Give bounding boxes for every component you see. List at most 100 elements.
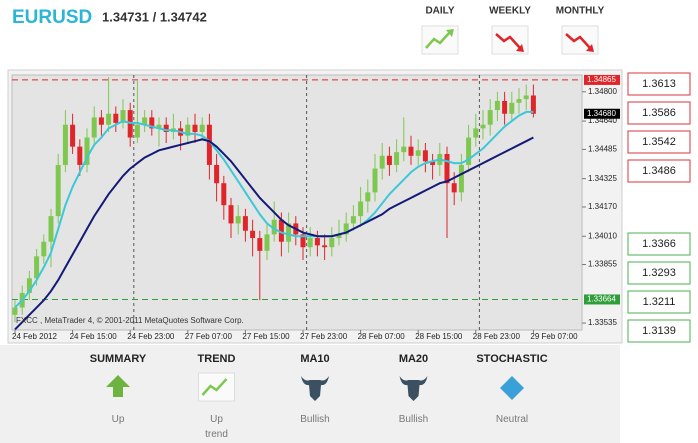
- indicator-status: Up trend: [205, 414, 228, 440]
- indicator-title: TREND: [198, 353, 236, 365]
- candle-body: [516, 99, 522, 103]
- candle-body: [523, 95, 529, 100]
- candle-body: [221, 183, 227, 206]
- indicator-status-word: trend: [205, 429, 228, 440]
- y-tick-label: 1.34800: [588, 87, 617, 96]
- candle-body: [84, 137, 90, 165]
- plot-area: [11, 74, 583, 331]
- candle-body: [70, 124, 76, 147]
- candle-body: [394, 152, 400, 165]
- candle-body: [509, 102, 515, 114]
- timeframe-label: MONTHLY: [556, 6, 605, 17]
- bull-icon: [399, 376, 428, 401]
- symbol: EURUSD: [12, 7, 92, 28]
- candle-body: [91, 117, 97, 138]
- x-tick-label: 24 Feb 23:00: [127, 332, 175, 341]
- candle-body: [62, 124, 68, 165]
- level-label: 1.33664: [587, 295, 616, 304]
- trend-line: [565, 33, 591, 49]
- level-label: 1.34680: [587, 109, 616, 118]
- candle-body: [271, 219, 277, 235]
- x-tick-label: 27 Feb 23:00: [300, 332, 348, 341]
- pivot-box: [627, 101, 691, 125]
- indicator-title: STOCHASTIC: [476, 353, 547, 365]
- candle-body: [41, 241, 47, 257]
- pivot-value: 1.3293: [642, 267, 676, 279]
- candle-body: [199, 124, 205, 133]
- pivot-box: [627, 319, 691, 343]
- indicator-status: Up: [112, 414, 125, 425]
- pivot-box: [627, 232, 691, 256]
- trend-arrowhead: [586, 44, 594, 52]
- candle-body: [329, 238, 335, 248]
- indicator-status-text: Up: [112, 414, 125, 425]
- indicator-status: Neutral: [496, 414, 528, 425]
- candle-body: [12, 307, 18, 315]
- candle-body: [120, 110, 126, 123]
- candle-body: [372, 168, 378, 193]
- pivot-box: [627, 159, 691, 183]
- candle-body: [480, 124, 486, 129]
- indicator-status-text: Bullish: [300, 414, 329, 425]
- candle-body: [473, 128, 479, 138]
- bull-icon: [301, 376, 329, 401]
- indicator-title: MA10: [300, 353, 329, 365]
- candle-body: [235, 216, 241, 224]
- x-tick-label: 24 Feb 2012: [12, 332, 57, 341]
- candle-body: [451, 183, 457, 193]
- candle-body: [113, 113, 119, 123]
- y-tick-label: 1.33535: [588, 318, 617, 327]
- pivot-box: [627, 130, 691, 154]
- candle-body: [314, 238, 320, 246]
- y-tick-label: 1.34485: [588, 145, 617, 154]
- candle-body: [307, 238, 313, 248]
- x-tick-label: 28 Feb 15:00: [415, 332, 463, 341]
- candle-body: [502, 100, 508, 114]
- timeframe-label: WEEKLY: [489, 6, 531, 17]
- candle-body: [322, 245, 328, 248]
- indicator-status-text: Bullish: [399, 414, 428, 425]
- y-tick-label: 1.34325: [588, 174, 617, 183]
- x-tick-label: 29 Feb 07:00: [530, 332, 578, 341]
- candle-body: [458, 164, 464, 193]
- indicator-status-word: Up: [210, 414, 223, 425]
- level-tag: [584, 108, 620, 119]
- y-tick-label: 1.33855: [588, 260, 617, 269]
- candle-body: [386, 155, 392, 165]
- neutral-icon: [500, 376, 524, 400]
- pivot-value: 1.3486: [642, 165, 676, 177]
- candle-body: [257, 238, 263, 251]
- candle-body: [365, 192, 371, 202]
- candle-body: [415, 150, 421, 156]
- candle-body: [350, 216, 356, 224]
- chart-icon-line: [201, 378, 228, 396]
- indicator-title: MA20: [399, 353, 428, 365]
- candle-body: [106, 113, 112, 125]
- candle-body: [379, 155, 385, 169]
- candle-body: [336, 234, 342, 239]
- pivot-value: 1.3366: [642, 238, 676, 250]
- candle-body: [142, 117, 148, 125]
- candle-body: [192, 124, 198, 133]
- candle-body: [264, 234, 270, 251]
- pivot-box: [627, 261, 691, 285]
- candle-body: [228, 205, 234, 224]
- candle-body: [466, 137, 472, 165]
- indicator-status: Bullish: [300, 414, 329, 425]
- level-tag: [584, 74, 620, 85]
- candle-body: [34, 256, 40, 279]
- x-tick-label: 24 Feb 15:00: [70, 332, 118, 341]
- trend-arrowhead: [446, 29, 454, 37]
- candle-body: [343, 223, 349, 235]
- pivot-value: 1.3542: [642, 136, 676, 148]
- candle-body: [134, 124, 140, 138]
- level-tag: [584, 294, 620, 305]
- candle-body: [422, 150, 428, 162]
- trend-line: [495, 33, 521, 49]
- candle-body: [401, 146, 407, 153]
- pivot-value: 1.3139: [642, 325, 676, 337]
- trend-line: [425, 31, 451, 49]
- y-tick-label: 1.34010: [588, 231, 617, 240]
- ma-line: [14, 136, 534, 331]
